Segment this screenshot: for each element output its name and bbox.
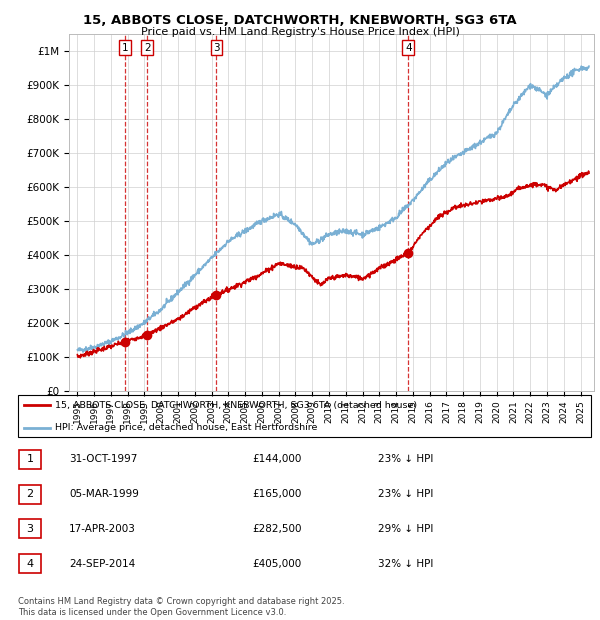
Text: 2: 2 bbox=[26, 489, 34, 499]
Text: £405,000: £405,000 bbox=[252, 559, 301, 569]
Text: 24-SEP-2014: 24-SEP-2014 bbox=[69, 559, 135, 569]
Text: 23% ↓ HPI: 23% ↓ HPI bbox=[378, 454, 433, 464]
Text: 4: 4 bbox=[26, 559, 34, 569]
Text: 3: 3 bbox=[26, 524, 34, 534]
Text: 3: 3 bbox=[213, 43, 220, 53]
Text: 29% ↓ HPI: 29% ↓ HPI bbox=[378, 524, 433, 534]
Text: 1: 1 bbox=[122, 43, 128, 53]
Text: 17-APR-2003: 17-APR-2003 bbox=[69, 524, 136, 534]
Text: 32% ↓ HPI: 32% ↓ HPI bbox=[378, 559, 433, 569]
Text: 15, ABBOTS CLOSE, DATCHWORTH, KNEBWORTH, SG3 6TA (detached house): 15, ABBOTS CLOSE, DATCHWORTH, KNEBWORTH,… bbox=[55, 401, 418, 410]
Text: 4: 4 bbox=[405, 43, 412, 53]
Text: 1: 1 bbox=[26, 454, 34, 464]
Text: £165,000: £165,000 bbox=[252, 489, 301, 499]
Text: 05-MAR-1999: 05-MAR-1999 bbox=[69, 489, 139, 499]
Text: £282,500: £282,500 bbox=[252, 524, 302, 534]
Text: 23% ↓ HPI: 23% ↓ HPI bbox=[378, 489, 433, 499]
Text: 31-OCT-1997: 31-OCT-1997 bbox=[69, 454, 137, 464]
Text: 15, ABBOTS CLOSE, DATCHWORTH, KNEBWORTH, SG3 6TA: 15, ABBOTS CLOSE, DATCHWORTH, KNEBWORTH,… bbox=[83, 14, 517, 27]
Text: Contains HM Land Registry data © Crown copyright and database right 2025.
This d: Contains HM Land Registry data © Crown c… bbox=[18, 598, 344, 617]
Text: £144,000: £144,000 bbox=[252, 454, 301, 464]
Text: HPI: Average price, detached house, East Hertfordshire: HPI: Average price, detached house, East… bbox=[55, 423, 317, 432]
Text: 2: 2 bbox=[144, 43, 151, 53]
Text: Price paid vs. HM Land Registry's House Price Index (HPI): Price paid vs. HM Land Registry's House … bbox=[140, 27, 460, 37]
